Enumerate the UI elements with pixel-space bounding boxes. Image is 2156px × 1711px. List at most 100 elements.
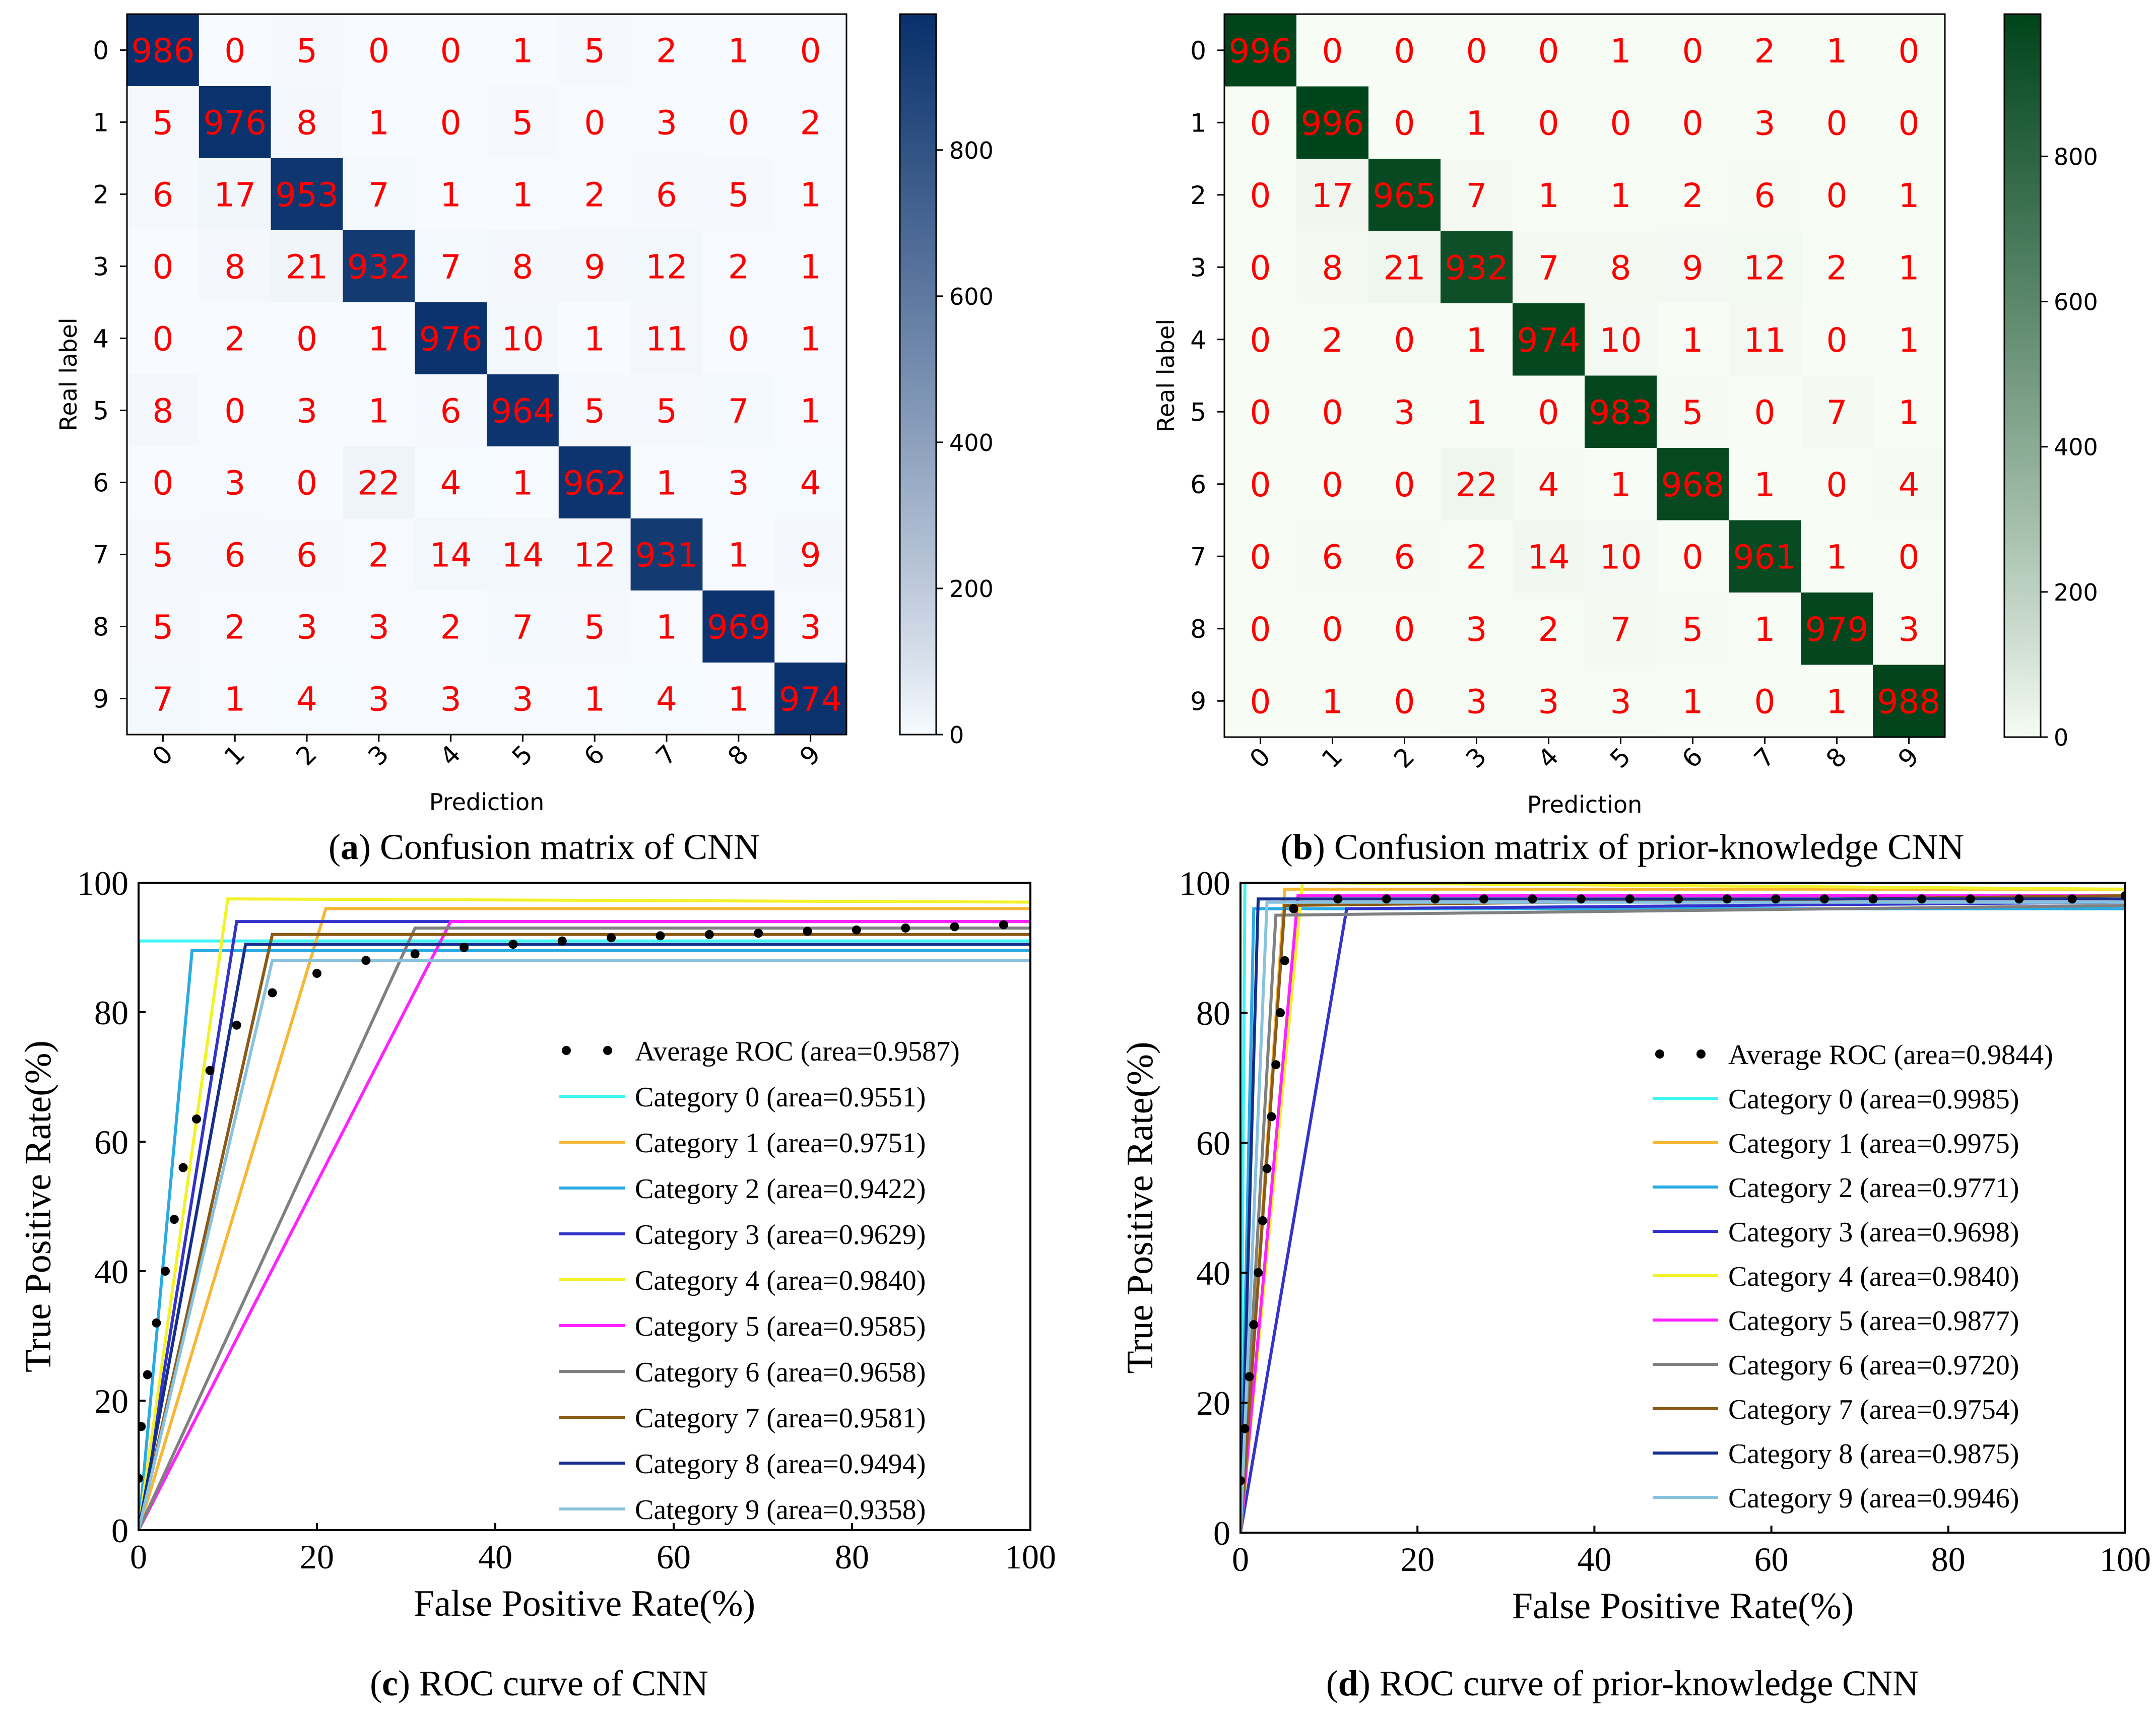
cell-2-9 [1873,159,1945,232]
roc-line-category-5 [139,920,1030,1530]
cell-2-1 [199,158,272,231]
cell-6-3 [343,446,415,519]
cell-value-1-0: 0 [1250,104,1271,143]
cell-value-3-6: 9 [1682,248,1704,287]
cell-6-4 [1513,448,1585,521]
cell-value-7-8: 1 [728,536,749,575]
average-roc-point [139,1474,143,1483]
average-roc-point [143,1370,152,1379]
cell-value-7-3: 2 [1466,538,1487,576]
cell-value-0-5: 1 [512,32,533,71]
average-roc-point [1819,894,1829,904]
cell-4-4 [1513,303,1585,376]
y-tick-label: 60 [94,1123,128,1161]
average-roc-point [1722,894,1732,904]
cell-2-6 [558,158,631,231]
x-tick-label: 20 [300,1538,334,1576]
cell-4-7 [1729,303,1801,376]
cell-8-9 [774,590,847,663]
colorbar-tick-label: 800 [949,137,994,164]
cell-value-5-1: 0 [1322,393,1343,432]
cell-7-3 [343,518,415,591]
cell-value-8-6: 5 [1682,610,1704,649]
legend-label: Average ROC (area=0.9844) [1728,1039,2053,1071]
cell-6-6 [558,446,631,519]
roc-line-category-0 [1240,883,2125,1533]
cell-9-1 [1296,665,1369,738]
plot-area [1240,883,2125,1533]
average-roc-point [1917,894,1927,904]
cell-2-4 [415,158,487,231]
cell-0-8 [1801,14,1873,87]
cell-5-3 [343,374,415,447]
cell-value-0-6: 5 [584,32,605,71]
cell-value-9-8: 1 [728,680,749,719]
cell-8-1 [199,590,272,663]
cell-value-5-0: 8 [152,392,173,431]
cell-value-2-9: 1 [1899,176,1920,215]
cell-1-3 [343,86,415,159]
cell-3-7 [1729,231,1801,304]
cell-8-9 [1873,593,1945,666]
cell-6-3 [1441,448,1513,521]
legend-label: Category 7 (area=0.9754) [1728,1394,2019,1425]
average-roc-point [950,922,959,932]
cell-value-7-1: 6 [1322,538,1343,576]
cell-value-8-0: 5 [152,608,173,647]
cell-value-0-8: 1 [1826,32,1848,71]
legend-label: Category 7 (area=0.9581) [635,1403,926,1434]
cell-4-3 [343,302,415,375]
y-tick-label: 20 [1196,1384,1230,1422]
y-tick-label: 5 [93,397,109,426]
legend-marker-average [562,1046,571,1055]
cell-2-3 [343,158,415,231]
cell-value-4-4: 974 [1517,321,1581,360]
cell-value-1-6: 0 [1682,104,1704,143]
y-tick-label: 40 [1196,1254,1230,1292]
colorbar [2003,13,2042,738]
y-tick-label: 20 [94,1382,128,1420]
cell-1-5 [487,86,559,159]
matrix-frame [1223,13,1946,738]
y-tick-label: 80 [94,994,128,1032]
average-roc-point [704,930,714,939]
cell-1-9 [774,86,847,159]
y-tick-label: 60 [1196,1124,1230,1162]
legend-marker-average [1655,1049,1664,1059]
y-tick-label: 100 [1179,864,1230,902]
cell-value-7-3: 2 [368,536,389,575]
cell-2-5 [487,158,559,231]
cell-value-9-2: 0 [1394,682,1415,721]
cell-1-6 [1657,86,1729,159]
legend: Average ROC (area=0.9587) Category 0 (are… [559,1036,960,1526]
cell-3-7 [630,230,703,303]
cell-4-3 [1441,303,1513,376]
cell-value-2-5: 1 [1610,176,1631,215]
cell-9-5 [487,663,559,735]
y-tick-label: 9 [93,685,109,714]
legend-label: Category 4 (area=0.9840) [635,1265,926,1296]
cell-value-9-9: 974 [779,680,842,719]
cell-value-9-3: 3 [368,680,389,719]
cell-value-2-1: 17 [214,176,256,215]
cell-6-0 [127,446,200,519]
cell-value-9-0: 0 [1250,682,1271,721]
x-tick-label: 0 [130,1538,147,1576]
cell-4-0 [127,302,200,375]
cell-value-7-6: 12 [573,536,616,575]
panel-b-confusion-matrix: 996 0 0 0 0 1 0 2 1 00 996 0 1 0 0 0 3 0 00 17 965 7 1 1 2 6 0 10 8 2… [1152,13,2098,818]
colorbar [899,13,937,736]
cell-value-2-6: 2 [1682,176,1704,215]
cell-value-6-4: 4 [1538,466,1559,504]
y-tick-label: 4 [93,324,109,354]
cell-5-9 [774,374,847,447]
cell-value-1-4: 0 [1538,104,1559,143]
legend-marker-average [1696,1049,1706,1059]
cell-value-9-2: 4 [296,680,317,719]
average-roc-point [361,956,371,965]
cell-4-1 [1296,303,1369,376]
cell-value-9-7: 4 [656,680,677,719]
cell-value-1-2: 0 [1394,104,1415,143]
cell-2-9 [774,158,847,231]
cell-3-9 [774,230,847,303]
